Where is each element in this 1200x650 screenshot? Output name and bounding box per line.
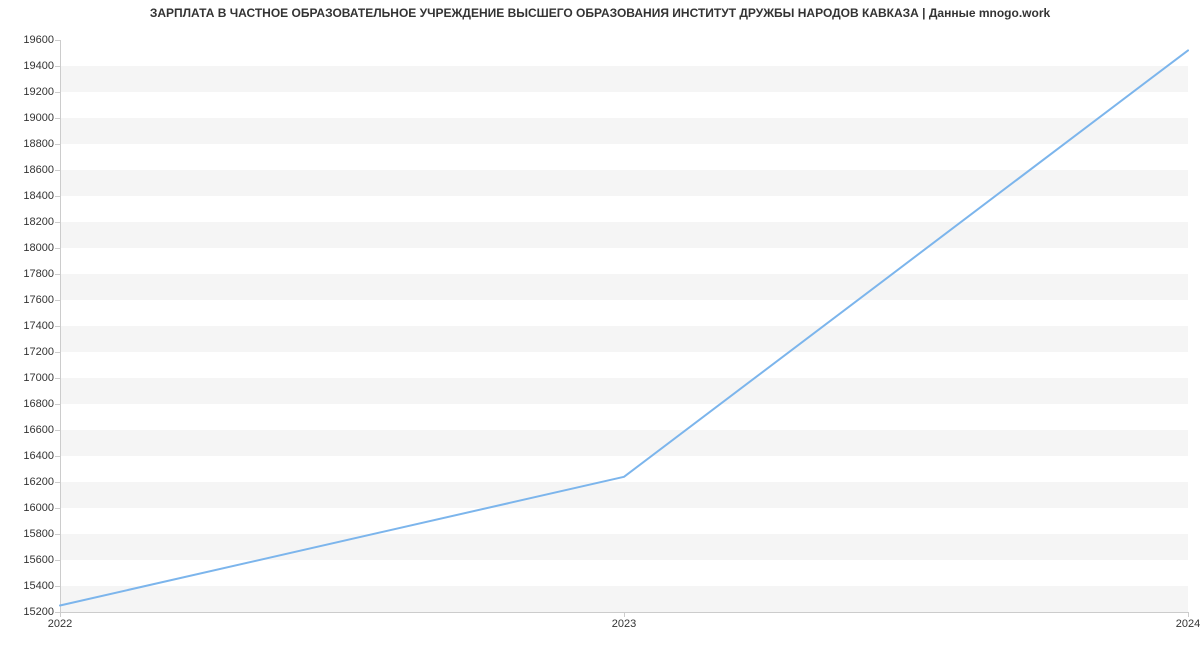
y-tick-mark — [55, 430, 60, 431]
line-series — [60, 40, 1188, 612]
y-tick-mark — [55, 560, 60, 561]
y-tick-mark — [55, 274, 60, 275]
y-tick-mark — [55, 118, 60, 119]
y-tick-mark — [55, 300, 60, 301]
x-tick-mark — [624, 612, 625, 617]
y-tick-mark — [55, 404, 60, 405]
y-tick-mark — [55, 586, 60, 587]
y-tick-mark — [55, 352, 60, 353]
y-tick-mark — [55, 92, 60, 93]
y-tick-mark — [55, 378, 60, 379]
y-tick-mark — [55, 144, 60, 145]
y-tick-mark — [55, 456, 60, 457]
y-tick-mark — [55, 222, 60, 223]
y-tick-mark — [55, 196, 60, 197]
y-tick-mark — [55, 326, 60, 327]
y-tick-mark — [55, 40, 60, 41]
y-tick-mark — [55, 508, 60, 509]
chart-title: ЗАРПЛАТА В ЧАСТНОЕ ОБРАЗОВАТЕЛЬНОЕ УЧРЕЖ… — [0, 6, 1200, 20]
plot-area: 1520015400156001580016000162001640016600… — [60, 40, 1188, 612]
y-tick-mark — [55, 248, 60, 249]
x-tick-mark — [1188, 612, 1189, 617]
y-tick-mark — [55, 170, 60, 171]
y-tick-mark — [55, 66, 60, 67]
y-tick-mark — [55, 534, 60, 535]
y-tick-mark — [55, 482, 60, 483]
x-tick-mark — [60, 612, 61, 617]
